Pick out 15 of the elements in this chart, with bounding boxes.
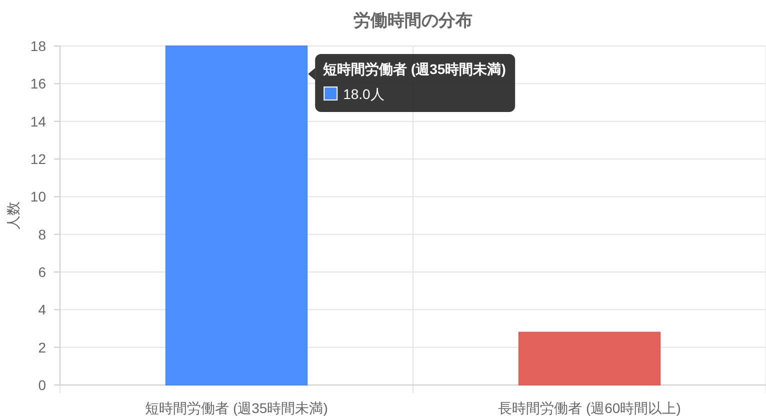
annotation: 短時間労働者 (週35時間未満) <box>322 61 506 77</box>
y-tick-label: 16 <box>30 76 46 92</box>
y-tick-label: 12 <box>30 151 46 167</box>
y-tick-label: 8 <box>38 226 46 242</box>
x-tick-label: 長時間労働者 (週60時間以上) <box>498 400 681 416</box>
chart-title: 労働時間の分布 <box>354 11 472 30</box>
y-tick-label: 18 <box>30 38 46 54</box>
y-tick-label: 0 <box>38 377 46 393</box>
y-axis-title: 人数 <box>5 202 21 230</box>
annotation: 18.0人 <box>343 86 384 102</box>
y-tick-label: 6 <box>38 264 46 280</box>
y-tick-label: 4 <box>38 302 46 318</box>
y-tick-label: 10 <box>30 188 46 205</box>
y-tick-label: 14 <box>30 113 46 130</box>
y-tick-label: 2 <box>38 339 46 356</box>
